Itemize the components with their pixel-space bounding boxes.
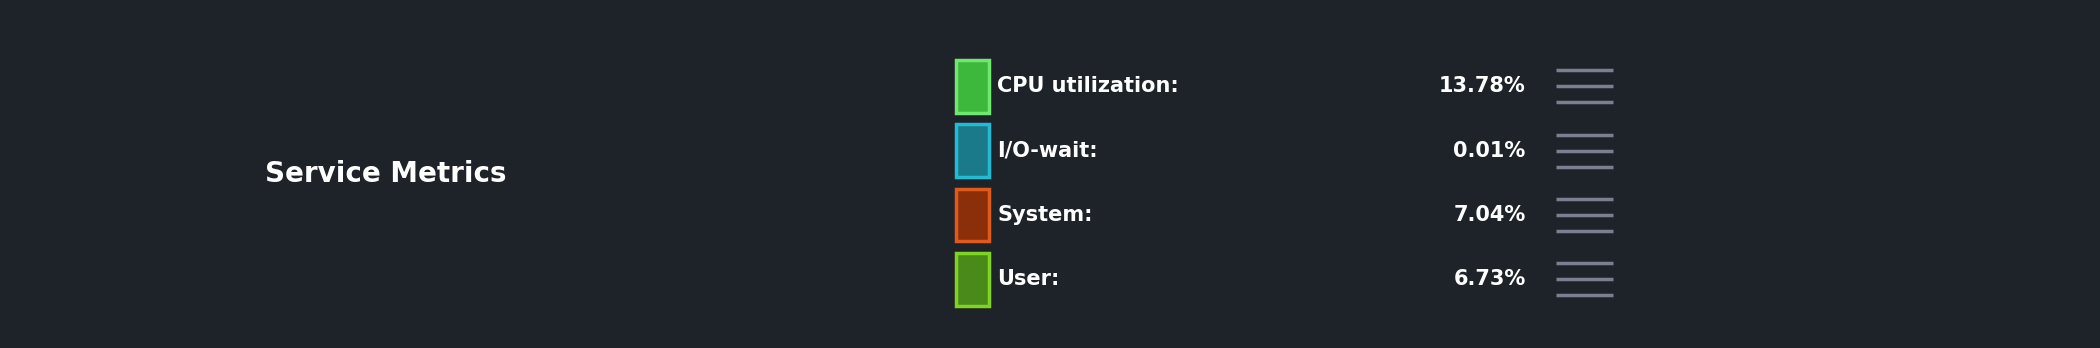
Text: 0.01%: 0.01% [1453, 141, 1525, 161]
Text: System:: System: [998, 205, 1092, 225]
Bar [956, 124, 989, 177]
Bar [956, 60, 989, 113]
Text: 6.73%: 6.73% [1453, 269, 1525, 289]
Text: Service Metrics: Service Metrics [265, 160, 506, 188]
Bar [956, 253, 989, 306]
Text: 13.78%: 13.78% [1438, 76, 1525, 96]
Bar [956, 189, 989, 241]
Text: CPU utilization:: CPU utilization: [998, 76, 1178, 96]
Text: I/O-wait:: I/O-wait: [998, 141, 1098, 161]
Text: User:: User: [998, 269, 1060, 289]
Bar [956, 253, 989, 306]
Bar [956, 60, 989, 113]
Text: 7.04%: 7.04% [1453, 205, 1525, 225]
Bar [956, 124, 989, 177]
Bar [956, 189, 989, 241]
